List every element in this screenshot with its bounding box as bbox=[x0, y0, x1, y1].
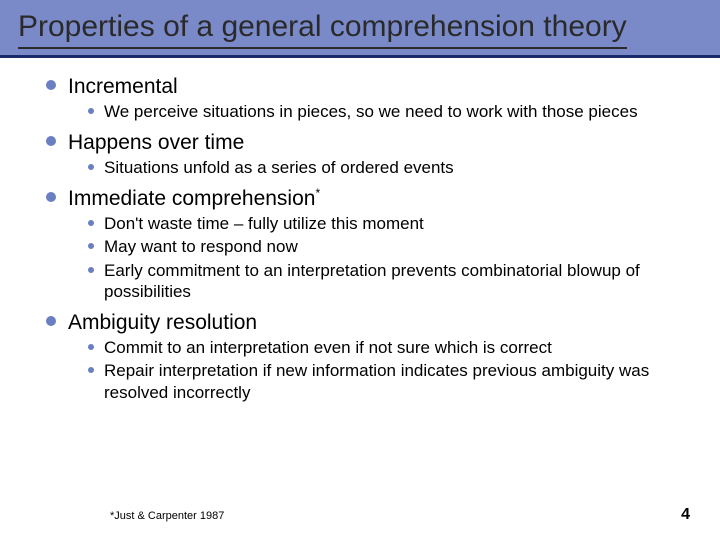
bullet-icon bbox=[88, 243, 94, 249]
list-item: Immediate comprehension* Don't waste tim… bbox=[46, 186, 690, 302]
item-label-text: Incremental bbox=[68, 75, 178, 98]
item-superscript: * bbox=[315, 186, 320, 200]
sub-text: Situations unfold as a series of ordered… bbox=[104, 157, 454, 178]
list-item: Happens over time Situations unfold as a… bbox=[46, 130, 690, 178]
sub-item: Don't waste time – fully utilize this mo… bbox=[88, 213, 690, 234]
sub-item: Early commitment to an interpretation pr… bbox=[88, 260, 690, 303]
bullet-icon bbox=[46, 80, 56, 90]
footnote: *Just & Carpenter 1987 bbox=[110, 510, 224, 522]
sub-item: May want to respond now bbox=[88, 236, 690, 257]
sub-text: Repair interpretation if new information… bbox=[104, 360, 690, 403]
sub-text: Don't waste time – fully utilize this mo… bbox=[104, 213, 424, 234]
sub-text: Early commitment to an interpretation pr… bbox=[104, 260, 690, 303]
slide-header: Properties of a general comprehension th… bbox=[0, 0, 720, 58]
item-label: Happens over time bbox=[68, 130, 244, 155]
sub-item: Repair interpretation if new information… bbox=[88, 360, 690, 403]
item-label-text: Immediate comprehension bbox=[68, 187, 315, 210]
sub-item: Commit to an interpretation even if not … bbox=[88, 337, 690, 358]
bullet-icon bbox=[88, 164, 94, 170]
bullet-icon bbox=[88, 367, 94, 373]
bullet-icon bbox=[88, 267, 94, 273]
page-number: 4 bbox=[681, 506, 690, 524]
slide-title: Properties of a general comprehension th… bbox=[18, 10, 627, 49]
sub-text: Commit to an interpretation even if not … bbox=[104, 337, 552, 358]
sub-item: We perceive situations in pieces, so we … bbox=[88, 101, 690, 122]
bullet-icon bbox=[46, 136, 56, 146]
item-label: Immediate comprehension* bbox=[68, 186, 320, 211]
list-item: Ambiguity resolution Commit to an interp… bbox=[46, 310, 690, 403]
bullet-icon bbox=[46, 316, 56, 326]
bullet-icon bbox=[88, 344, 94, 350]
sub-item: Situations unfold as a series of ordered… bbox=[88, 157, 690, 178]
bullet-icon bbox=[88, 220, 94, 226]
slide-body: Incremental We perceive situations in pi… bbox=[0, 58, 720, 403]
item-label: Incremental bbox=[68, 74, 178, 99]
bullet-icon bbox=[46, 192, 56, 202]
sub-text: May want to respond now bbox=[104, 236, 298, 257]
item-label: Ambiguity resolution bbox=[68, 310, 257, 335]
item-label-text: Happens over time bbox=[68, 131, 244, 154]
list-item: Incremental We perceive situations in pi… bbox=[46, 74, 690, 122]
item-label-text: Ambiguity resolution bbox=[68, 311, 257, 334]
bullet-icon bbox=[88, 108, 94, 114]
sub-text: We perceive situations in pieces, so we … bbox=[104, 101, 638, 122]
